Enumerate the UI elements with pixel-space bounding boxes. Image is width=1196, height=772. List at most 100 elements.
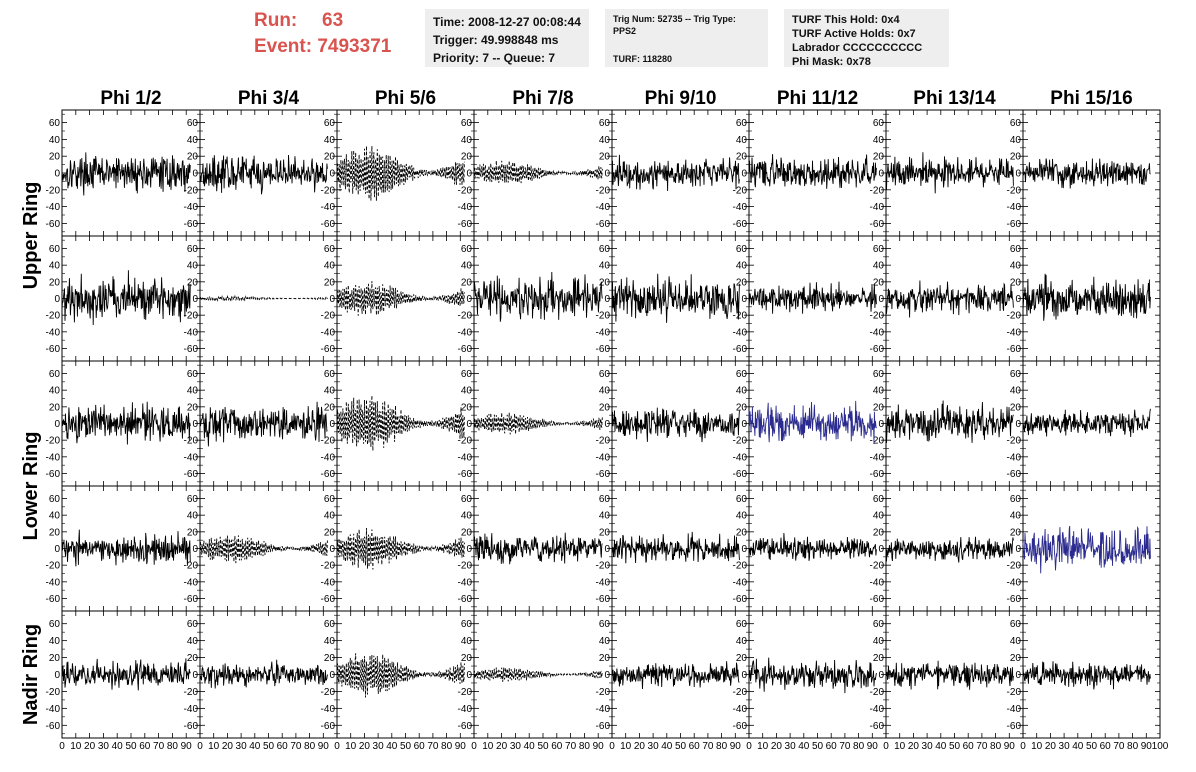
x-tick-label: 30 <box>236 741 248 752</box>
y-tick-label: 0 <box>741 169 747 180</box>
y-tick-label: 60 <box>736 619 748 630</box>
waveform-trace <box>748 657 877 694</box>
y-tick-label: -40 <box>1007 577 1022 588</box>
y-tick-label: 40 <box>873 135 885 146</box>
y-tick-label: 60 <box>736 118 748 129</box>
y-tick-label: -60 <box>596 594 611 605</box>
y-tick-label: -20 <box>1007 311 1022 322</box>
x-tick-label: 40 <box>524 741 536 752</box>
y-tick-label: -60 <box>46 721 61 732</box>
y-tick-label: 20 <box>873 653 885 664</box>
y-tick-label: -60 <box>46 219 61 230</box>
x-tick-label: 20 <box>359 741 371 752</box>
x-tick-label: 80 <box>1127 741 1139 752</box>
y-tick-label: 40 <box>187 511 199 522</box>
x-tick-label: 50 <box>400 741 412 752</box>
y-tick-label: -60 <box>1007 469 1022 480</box>
y-tick-label: -40 <box>321 452 336 463</box>
y-tick-label: 0 <box>192 294 198 305</box>
column-header: Phi 5/6 <box>375 88 436 109</box>
x-tick-label: 70 <box>839 741 851 752</box>
x-tick-label: 90 <box>867 741 879 752</box>
y-tick-label: 60 <box>736 369 748 380</box>
y-tick-label: -40 <box>1007 202 1022 213</box>
y-tick-label: -40 <box>733 704 748 715</box>
waveform-trace <box>61 658 191 691</box>
y-tick-label: -60 <box>733 219 748 230</box>
y-tick-label: 40 <box>187 636 199 647</box>
y-tick-label: 60 <box>873 244 885 255</box>
waveform-trace <box>61 152 191 196</box>
y-tick-label: 40 <box>599 135 611 146</box>
y-tick-label: 0 <box>54 544 60 555</box>
y-tick-label: -60 <box>46 594 61 605</box>
waveform-trace <box>61 401 191 445</box>
y-tick-label: 20 <box>461 152 473 163</box>
y-tick-label: 0 <box>192 670 198 681</box>
x-tick-label: 10 <box>345 741 357 752</box>
y-tick-label: -60 <box>458 469 473 480</box>
y-tick-label: 40 <box>736 135 748 146</box>
y-tick-label: 60 <box>461 494 473 505</box>
y-tick-label: -60 <box>321 469 336 480</box>
y-tick-label: -60 <box>184 721 199 732</box>
y-tick-label: 0 <box>604 294 610 305</box>
y-tick-label: 20 <box>599 277 611 288</box>
waveform-trace <box>199 401 328 447</box>
x-tick-label: 90 <box>1141 741 1153 752</box>
y-tick-label: 40 <box>49 261 61 272</box>
waveform-trace <box>473 666 603 682</box>
x-tick-label: 50 <box>812 741 824 752</box>
y-tick-label: -40 <box>46 202 61 213</box>
waveform-trace <box>611 661 740 690</box>
y-tick-label: -60 <box>184 594 199 605</box>
y-tick-label: 20 <box>49 152 61 163</box>
x-tick-label: 30 <box>1059 741 1071 752</box>
y-tick-label: -60 <box>458 721 473 732</box>
y-tick-label: 40 <box>324 386 336 397</box>
y-tick-label: -40 <box>458 577 473 588</box>
event-value: 7493371 <box>317 36 392 57</box>
waveform-trace <box>885 660 1014 690</box>
y-tick-label: -20 <box>733 185 748 196</box>
waveform-trace <box>1022 661 1151 690</box>
waveform-trace <box>1022 158 1151 189</box>
y-tick-label: 60 <box>324 619 336 630</box>
y-tick-label: -20 <box>458 687 473 698</box>
y-tick-label: 60 <box>873 369 885 380</box>
y-tick-label: 60 <box>599 494 611 505</box>
y-tick-label: 40 <box>49 636 61 647</box>
y-tick-label: 40 <box>736 261 748 272</box>
y-tick-label: -40 <box>46 704 61 715</box>
x-tick-label: 0 <box>471 741 477 752</box>
labrador-text: Labrador CCCCCCCCCC <box>792 42 923 54</box>
y-tick-label: 60 <box>49 118 61 129</box>
x-tick-label: 70 <box>702 741 714 752</box>
y-tick-label: -40 <box>46 327 61 338</box>
y-tick-label: -40 <box>1007 452 1022 463</box>
y-tick-label: 60 <box>599 244 611 255</box>
x-tick-label: 60 <box>414 741 426 752</box>
waveform-trace <box>336 395 465 451</box>
x-tick-label: 0 <box>197 741 203 752</box>
time-info-box: Time: 2008-12-27 00:08:44 Trigger: 49.99… <box>425 9 589 67</box>
y-tick-label: -40 <box>870 577 885 588</box>
y-tick-label: -60 <box>733 469 748 480</box>
y-tick-label: 40 <box>461 386 473 397</box>
y-tick-label: -60 <box>733 721 748 732</box>
x-tick-label: 0 <box>609 741 615 752</box>
waveform-trace <box>611 154 740 192</box>
ring-label: Lower Ring <box>20 432 42 541</box>
y-tick-label: -20 <box>458 561 473 572</box>
y-tick-label: 40 <box>1010 386 1022 397</box>
x-tick-label: 10 <box>620 741 632 752</box>
y-tick-label: -60 <box>458 594 473 605</box>
x-tick-label: 60 <box>1100 741 1112 752</box>
y-tick-label: -60 <box>46 469 61 480</box>
y-tick-label: -20 <box>46 185 61 196</box>
y-tick-label: 20 <box>1010 527 1022 538</box>
y-tick-label: 40 <box>461 636 473 647</box>
x-tick-label: 70 <box>427 741 439 752</box>
y-tick-label: -20 <box>870 311 885 322</box>
y-tick-label: -40 <box>596 327 611 338</box>
